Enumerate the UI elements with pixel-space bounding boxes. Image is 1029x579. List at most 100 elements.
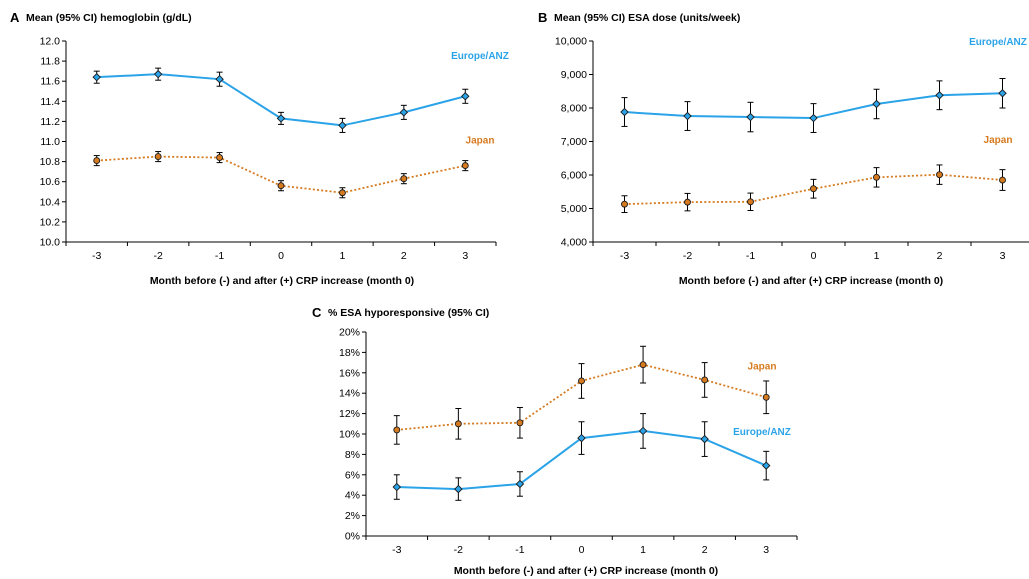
y-tick-label: 2% <box>345 510 360 522</box>
y-tick-label: 11.0 <box>40 136 60 148</box>
y-tick-label: 11.8 <box>40 56 60 68</box>
data-point <box>701 376 709 384</box>
panel-a-letter: A <box>10 10 20 25</box>
data-point <box>999 176 1006 184</box>
x-tick-label: -1 <box>515 544 524 556</box>
series-label: Japan <box>984 135 1013 146</box>
y-tick-label: 11.6 <box>40 76 60 88</box>
x-tick-label: 3 <box>462 250 468 262</box>
y-tick-label: 11.4 <box>40 96 60 108</box>
series-europe-anz: Europe/ANZ <box>92 51 509 133</box>
data-point <box>216 154 224 162</box>
data-point <box>276 114 286 123</box>
data-point <box>762 393 770 401</box>
series-japan: Japan <box>93 136 495 199</box>
y-tick-label: 16% <box>339 367 360 379</box>
panel-a-hemoglobin: A Mean (95% CI) hemoglobin (g/dL) 10.0 10… <box>10 10 509 287</box>
data-point <box>810 185 817 193</box>
y-tick-label: 5,000 <box>561 203 587 215</box>
data-point <box>746 112 755 122</box>
y-tick-label: 9,000 <box>561 69 587 81</box>
series-label: Europe/ANZ <box>451 51 509 62</box>
x-tick-label: -1 <box>746 250 755 262</box>
x-tick-label: -2 <box>683 250 692 262</box>
data-point <box>392 482 402 492</box>
data-point <box>461 92 470 101</box>
y-tick-label: 6% <box>345 469 360 481</box>
data-point <box>872 99 881 109</box>
y-tick-label: 10% <box>339 429 360 441</box>
data-point <box>761 461 771 470</box>
series-label: Europe/ANZ <box>733 427 791 438</box>
x-tick-label: 0 <box>579 544 585 556</box>
data-point <box>93 157 101 165</box>
x-tick-label: -3 <box>620 250 629 262</box>
x-tick-label: -2 <box>454 544 463 556</box>
series-label: Europe/ANZ <box>969 37 1027 48</box>
panel-b-esa-dose: B Mean (95% CI) ESA dose (units/week) 4,… <box>538 10 1029 287</box>
data-point <box>338 189 346 197</box>
x-tick-label: 2 <box>937 250 943 262</box>
panel-a-title: Mean (95% CI) hemoglobin (g/dL) <box>26 12 192 24</box>
data-point <box>684 198 691 206</box>
series-europe-anz: Europe/ANZ <box>620 37 1027 133</box>
y-tick-label: 18% <box>339 347 360 359</box>
data-point <box>277 182 285 190</box>
data-point <box>516 419 524 427</box>
panel-a-x-axis-label: Month before (-) and after (+) CRP incre… <box>150 275 414 287</box>
series-europe-anz: Europe/ANZ <box>392 413 791 501</box>
y-tick-label: 12.0 <box>40 36 61 48</box>
data-point <box>154 153 162 161</box>
y-tick-label: 12% <box>339 408 360 420</box>
data-point <box>700 434 709 444</box>
x-tick-label: 1 <box>340 250 346 262</box>
data-point <box>578 377 585 385</box>
data-point <box>936 171 943 179</box>
series-japan: Japan <box>393 345 777 445</box>
x-tick-label: -3 <box>392 544 401 556</box>
y-tick-label: 8,000 <box>561 103 587 115</box>
y-tick-label: 20% <box>339 327 360 339</box>
data-point <box>399 108 409 117</box>
data-point <box>998 89 1007 98</box>
data-point <box>400 175 408 183</box>
y-tick-label: 4% <box>345 490 360 502</box>
y-tick-label: 10.0 <box>40 237 61 249</box>
panel-c-x-axis-label: Month before (-) and after (+) CRP incre… <box>454 565 718 577</box>
series-label: Japan <box>748 362 777 373</box>
y-tick-label: 4,000 <box>561 237 587 249</box>
x-tick-label: 1 <box>640 544 646 556</box>
x-tick-label: 2 <box>702 544 708 556</box>
y-tick-label: 0% <box>345 531 360 543</box>
y-tick-label: 6,000 <box>561 170 587 182</box>
x-tick-label: -3 <box>92 250 101 262</box>
data-point <box>215 74 224 84</box>
y-tick-label: 10.8 <box>40 156 61 168</box>
data-point <box>461 162 469 170</box>
data-point <box>639 361 647 369</box>
data-point <box>153 69 163 79</box>
data-point <box>393 426 401 434</box>
data-point <box>935 91 944 100</box>
y-tick-label: 10.2 <box>40 216 61 228</box>
data-point <box>621 200 628 208</box>
panel-b-title: Mean (95% CI) ESA dose (units/week) <box>554 12 740 24</box>
y-tick-label: 14% <box>339 388 360 400</box>
panel-b-letter: B <box>538 10 547 25</box>
x-tick-label: 0 <box>811 250 817 262</box>
data-point <box>454 484 463 494</box>
y-tick-label: 10,000 <box>555 36 587 48</box>
x-tick-label: -2 <box>153 250 162 262</box>
series-japan: Japan <box>621 135 1013 214</box>
x-tick-label: 3 <box>1000 250 1006 262</box>
data-point <box>620 107 629 117</box>
x-tick-label: 2 <box>401 250 407 262</box>
panel-b-x-axis-label: Month before (-) and after (+) CRP incre… <box>679 275 943 287</box>
data-point <box>747 198 754 206</box>
y-tick-label: 10.4 <box>40 196 61 208</box>
series-label: Japan <box>466 136 495 147</box>
data-point <box>809 113 818 123</box>
y-tick-label: 7,000 <box>561 136 587 148</box>
panel-c-esa-hyporesponsive: C % ESA hyporesponsive (95% CI) 0% 2% 4% 6%… <box>312 305 798 577</box>
